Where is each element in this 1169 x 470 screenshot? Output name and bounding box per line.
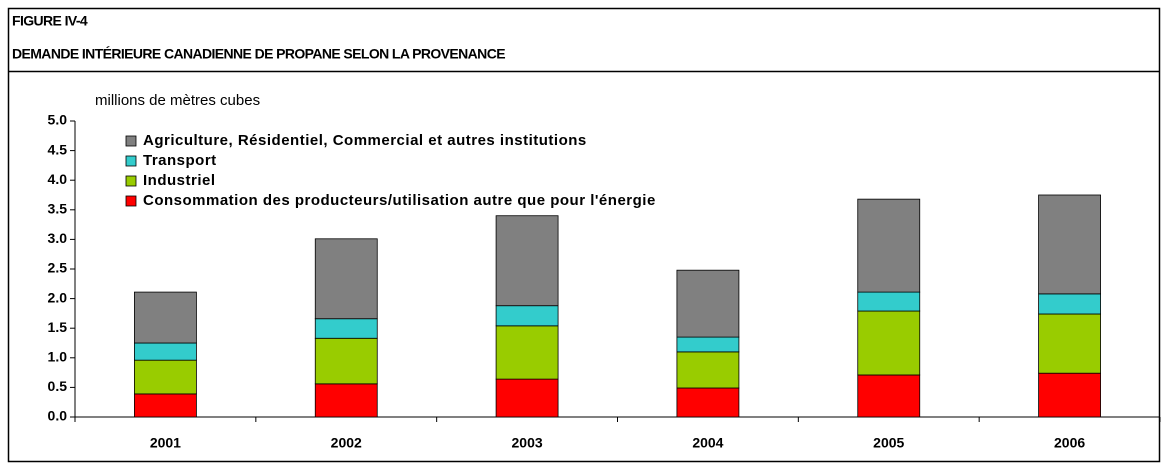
bar-segment bbox=[676, 387, 740, 418]
y-tick-label: 1.0 bbox=[48, 349, 68, 365]
bar-segment bbox=[676, 269, 740, 338]
frame bbox=[7, 7, 1161, 463]
legend-label: Transport bbox=[143, 152, 217, 169]
y-tick-label: 3.0 bbox=[48, 230, 68, 246]
x-tick-label: 2004 bbox=[692, 435, 723, 451]
bar-segment bbox=[495, 325, 559, 380]
x-tick-label: 2002 bbox=[331, 435, 362, 451]
x-tick-label: 2006 bbox=[1054, 435, 1085, 451]
bar-segment bbox=[314, 318, 378, 339]
figure-label: FIGURE IV-4 bbox=[12, 13, 88, 29]
bar-segment bbox=[495, 305, 559, 327]
bar-segment bbox=[495, 378, 559, 418]
y-tick-label: 4.5 bbox=[48, 141, 68, 157]
bar-segment bbox=[314, 383, 378, 418]
bar-segment bbox=[1038, 372, 1101, 418]
bar-segment bbox=[314, 238, 378, 320]
legend-swatch bbox=[125, 195, 137, 207]
bar-segment bbox=[857, 374, 921, 418]
legend-label: Industriel bbox=[143, 172, 216, 189]
bar-segment bbox=[857, 291, 921, 312]
bar-segment bbox=[1038, 293, 1101, 315]
chart-title: DEMANDE INTÉRIEURE CANADIENNE DE PROPANE… bbox=[12, 46, 505, 62]
y-tick-label: 4.0 bbox=[48, 171, 68, 187]
y-tick-label: 5.0 bbox=[48, 112, 68, 128]
bar-segment bbox=[1038, 313, 1101, 374]
legend-swatch bbox=[125, 135, 137, 147]
bar-segment bbox=[495, 215, 559, 307]
bar-segment bbox=[134, 393, 197, 418]
y-tick-label: 1.5 bbox=[48, 319, 68, 335]
y-tick-label: 0.5 bbox=[48, 378, 68, 394]
bar-segment bbox=[857, 198, 921, 293]
y-axis-label: millions de mètres cubes bbox=[95, 92, 260, 109]
y-tick-label: 2.5 bbox=[48, 260, 68, 276]
y-tick-label: 3.5 bbox=[48, 201, 68, 217]
x-tick-label: 2001 bbox=[150, 435, 181, 451]
x-tick-label: 2005 bbox=[873, 435, 904, 451]
legend-swatch bbox=[125, 155, 137, 167]
legend-label: Consommation des producteurs/utilisation… bbox=[143, 192, 656, 209]
bar-segment bbox=[676, 351, 740, 389]
x-tick-label: 2003 bbox=[512, 435, 543, 451]
legend-label: Agriculture, Résidentiel, Commercial et … bbox=[143, 132, 587, 149]
bar-segment bbox=[1038, 194, 1101, 295]
y-tick-label: 2.0 bbox=[48, 289, 68, 305]
legend-swatch bbox=[125, 175, 137, 187]
y-tick-label: 0.0 bbox=[48, 408, 68, 424]
bar-segment bbox=[134, 359, 197, 395]
bar-segment bbox=[314, 337, 378, 385]
bar-segment bbox=[134, 291, 197, 344]
bar-segment bbox=[134, 342, 197, 361]
bar-segment bbox=[676, 336, 740, 353]
bar-segment bbox=[857, 310, 921, 376]
